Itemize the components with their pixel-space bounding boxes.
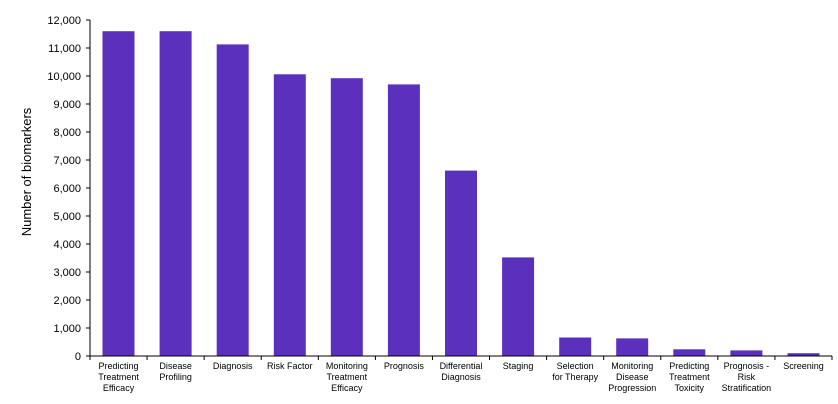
y-tick-label: 4,000 xyxy=(53,239,81,251)
y-tick-label: 5,000 xyxy=(53,211,81,223)
y-tick-label: 3,000 xyxy=(53,267,81,279)
bar xyxy=(159,31,192,356)
bar xyxy=(730,350,763,356)
bar xyxy=(673,349,706,356)
x-tick-label: Selection for Therapy xyxy=(552,361,598,382)
bar xyxy=(787,353,820,356)
x-tick-label: Prognosis -Risk Stratification xyxy=(722,361,772,393)
bar xyxy=(330,78,363,356)
bar xyxy=(445,170,477,356)
x-tick-label: Screening xyxy=(783,361,824,371)
x-tick-label: Monitoring Treatment Efficacy xyxy=(326,361,368,393)
y-tick-label: 10,000 xyxy=(47,71,81,83)
x-tick-label: Diagnosis xyxy=(213,361,253,371)
y-axis-title: Number of biomarkers xyxy=(19,107,34,236)
x-tick-label: Differential Diagnosis xyxy=(440,361,483,382)
y-tick-label: 1,000 xyxy=(53,323,81,335)
bars-group xyxy=(102,31,820,357)
y-tick-label: 11,000 xyxy=(48,43,81,55)
x-tick-label: Staging xyxy=(503,361,534,371)
x-tick-label: Monitoring Disease Progression xyxy=(608,361,656,393)
y-axis: 0 1,000 2,000 3,000 4,000 5,000 6,000 7,000 8,00… xyxy=(47,15,91,363)
x-tick-label: Predicting Treatment Efficacy xyxy=(98,361,139,393)
y-tick-label: 12,000 xyxy=(47,15,81,27)
y-tick-label: 0 xyxy=(75,351,81,363)
x-tick-label: Predicting Treatment Toxicity xyxy=(669,361,710,393)
bar xyxy=(273,74,306,357)
x-axis: Predicting Treatment Efficacy Disease Profil… xyxy=(89,355,833,393)
x-tick-label: Disease Profiling xyxy=(159,361,192,382)
x-tick-label: Prognosis xyxy=(384,361,425,371)
y-tick-label: 2,000 xyxy=(53,295,81,307)
y-tick-label: 9,000 xyxy=(53,99,81,111)
y-tick-label: 6,000 xyxy=(53,183,81,195)
bar xyxy=(387,84,420,357)
bar xyxy=(102,31,135,356)
bar xyxy=(616,338,649,356)
bar xyxy=(502,257,535,356)
x-tick-label: Risk Factor xyxy=(267,361,313,371)
y-tick-label: 7,000 xyxy=(53,155,81,167)
y-tick-label: 8,000 xyxy=(53,127,81,139)
bar xyxy=(559,337,592,356)
bar xyxy=(216,44,249,357)
